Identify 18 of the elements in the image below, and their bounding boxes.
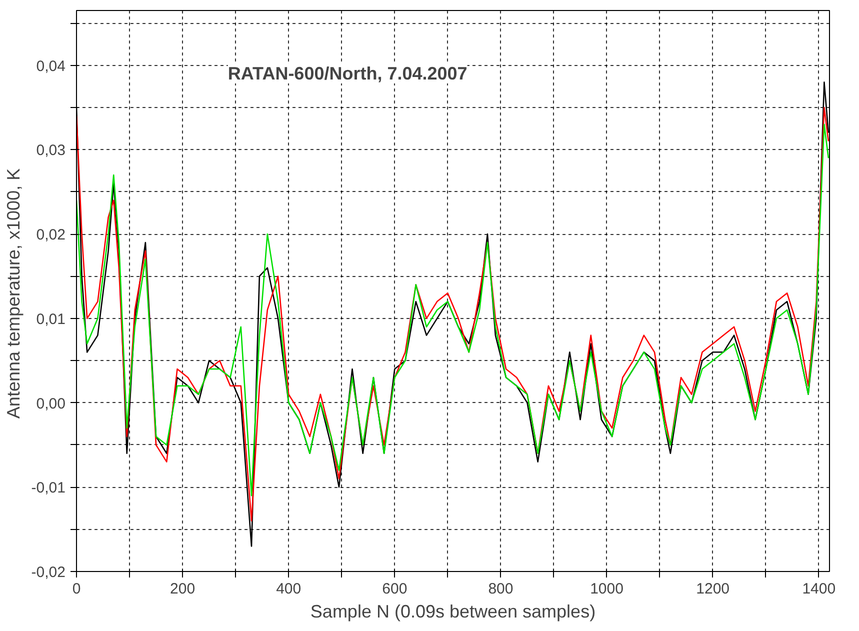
x-tick-label: 800 bbox=[488, 580, 514, 598]
y-tick-label: 0,00 bbox=[36, 395, 66, 412]
x-axis-title: Sample N (0.09s between samples) bbox=[310, 602, 596, 622]
y-tick-label: -0,02 bbox=[31, 564, 66, 581]
x-tick-label: 1400 bbox=[802, 580, 836, 598]
x-tick-label: 200 bbox=[170, 580, 196, 598]
x-tick-label: 1000 bbox=[590, 580, 624, 598]
y-tick-label: 0,02 bbox=[36, 226, 66, 244]
text: RATAN-600/North, 7.04.2007 bbox=[228, 63, 468, 84]
y-tick-label: 0,04 bbox=[36, 58, 66, 75]
y-axis-title: Antenna temperature, x1000, K bbox=[3, 168, 24, 419]
y-tick-label: 0,03 bbox=[36, 142, 66, 160]
x-tick-label: 600 bbox=[382, 580, 408, 598]
y-tick-label: -0,01 bbox=[31, 480, 66, 497]
y-tick-label: 0,01 bbox=[36, 310, 66, 328]
x-tick-label: 0 bbox=[72, 580, 81, 598]
x-tick-label: 1200 bbox=[696, 580, 730, 598]
x-tick-label: 400 bbox=[276, 580, 302, 598]
